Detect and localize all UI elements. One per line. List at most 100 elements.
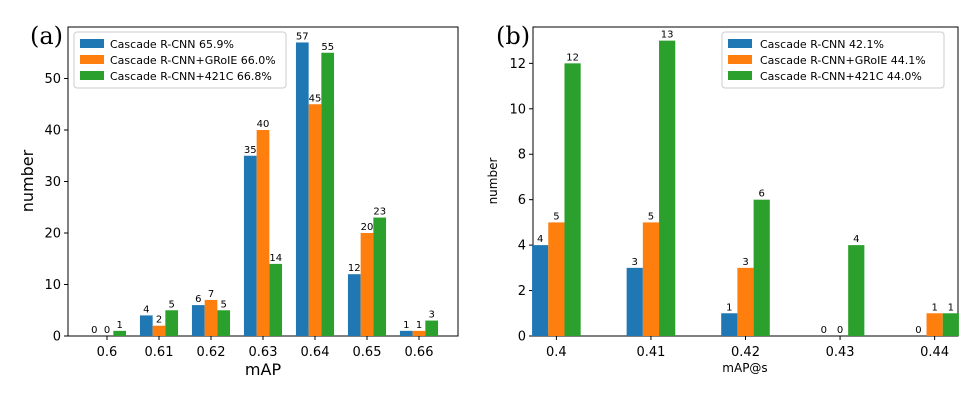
- panel-b-bar-s3-0.43: [848, 245, 865, 336]
- panel-b-y-ticks: 0 2 4 6 8 10 12: [509, 57, 533, 345]
- panel-a-x-tick-label: 0.61: [145, 345, 174, 360]
- panel-b-bar-s2-0.42: [737, 267, 754, 336]
- panel-a-bar-s3-0.61: [165, 310, 179, 336]
- panel-a-x-tick-label: 0.64: [301, 345, 330, 360]
- panel-b-bar-label-s2-0.44: 1: [931, 302, 937, 313]
- panel-a-label: (a): [30, 22, 63, 50]
- panel-a-y-tick-label: 0: [53, 330, 61, 345]
- panel-a-bar-s3-0.66: [425, 320, 439, 336]
- panel-a-bars: [113, 42, 439, 336]
- panel-a-legend-swatch-2: [80, 55, 104, 64]
- panel-a-x-tick-label: 0.66: [405, 345, 434, 360]
- panel-a-bar-s2-0.62: [204, 299, 218, 336]
- panel-b-y-tick-label: 10: [509, 102, 526, 117]
- panel-a-legend-entry-2: Cascade R-CNN+GRoIE 66.0%: [110, 54, 276, 67]
- panel-a-bar-label-s1-0.64: 57: [296, 31, 309, 42]
- panel-b-bar-s3-0.4: [564, 63, 581, 337]
- panel-b-bar-label-s2-0.4: 5: [553, 211, 559, 222]
- panel-a-bar-s1-0.61: [139, 315, 153, 336]
- panel-a-bar-label-s2-0.62: 7: [208, 289, 214, 300]
- panel-b-x-axis-title: mAP@s: [722, 361, 767, 375]
- panel-a-bar-s1-0.62: [191, 305, 205, 336]
- panel-b-bar-s2-0.44: [926, 313, 943, 336]
- panel-a-bar-s3-0.62: [217, 310, 231, 336]
- panel-a-bar-s3-0.63: [269, 263, 283, 336]
- panel-a-bar-label-s1-0.6: 0: [91, 325, 97, 336]
- panel-b-bar-s1-0.42: [721, 313, 738, 336]
- panel-a-bar-label-s2-0.63: 40: [257, 119, 270, 130]
- panel-a-y-tick-label: 40: [44, 124, 61, 139]
- panel-b-bar-s2-0.41: [642, 222, 660, 336]
- panel-b-bar-label-s1-0.4: 4: [537, 234, 543, 245]
- panel-b-bar-s3-0.42: [753, 199, 770, 336]
- panel-b-legend: Cascade R-CNN 42.1% Cascade R-CNN+GRoIE …: [721, 31, 945, 89]
- panel-b-bar-label-s2-0.43: 0: [837, 325, 843, 336]
- panel-a-y-tick-label: 30: [44, 175, 61, 190]
- panel-b-x-tick-label: 0.4: [546, 345, 567, 360]
- panel-a-bar-s3-0.65: [373, 217, 387, 336]
- panel-a-bar-label-s3-0.66: 3: [429, 310, 435, 321]
- panel-a-bar-s1-0.64: [295, 42, 309, 336]
- panel-a-y-tick-label: 20: [44, 227, 61, 242]
- panel-a-bar-label-s2-0.64: 45: [309, 93, 322, 104]
- panel-a-x-tick-label: 0.63: [249, 345, 278, 360]
- panel-b-x-tick-label: 0.43: [826, 345, 855, 360]
- panel-a-y-tick-label: 10: [44, 278, 61, 293]
- panel-b-bar-label-s3-0.43: 4: [853, 234, 859, 245]
- panel-a-legend: Cascade R-CNN 65.9% Cascade R-CNN+GRoIE …: [73, 31, 287, 89]
- panel-b-y-tick-label: 0: [518, 330, 526, 345]
- panel-b-y-tick-label: 8: [518, 148, 526, 163]
- panel-a-bar-s1-0.65: [347, 274, 361, 336]
- panel-a-x-tick-label: 0.62: [197, 345, 226, 360]
- panel-b-legend-swatch-2: [728, 55, 752, 64]
- panel-b-y-tick-label: 6: [518, 193, 526, 208]
- panel-b-bar-label-s3-0.4: 12: [566, 52, 579, 63]
- panel-a-bar-s1-0.66: [399, 330, 413, 336]
- panel-a-x-axis-title: mAP: [245, 360, 282, 379]
- panel-a-bar-label-s1-0.63: 35: [244, 145, 257, 156]
- panel-b-y-axis-title: number: [486, 158, 500, 205]
- panel-a-legend-entry-1: Cascade R-CNN 65.9%: [110, 38, 234, 51]
- panel-b-bar-label-s3-0.41: 13: [661, 30, 674, 41]
- panel-b-x-tick-label: 0.42: [731, 345, 760, 360]
- panel-a-bar-s1-0.63: [243, 155, 257, 336]
- panel-b-legend-swatch-1: [728, 39, 752, 48]
- panel-a-x-tick-label: 0.6: [97, 345, 118, 360]
- panel-a-bar-label-s3-0.65: 23: [373, 207, 386, 218]
- panel-a-bar-s3-0.64: [321, 52, 335, 336]
- panel-a-bar-s3-0.6: [113, 330, 127, 336]
- panel-a-bar-label-s1-0.66: 1: [403, 320, 409, 331]
- panel-a-bar-label-s2-0.6: 0: [104, 325, 110, 336]
- panel-b-bar-s1-0.41: [626, 267, 643, 336]
- panel-a-bar-s2-0.65: [360, 233, 374, 336]
- panel-a-bar-label-s3-0.64: 55: [321, 42, 334, 53]
- panel-a-bar-label-s1-0.61: 4: [143, 304, 149, 315]
- panel-a-legend-swatch-1: [80, 39, 104, 48]
- panel-a-legend-swatch-3: [80, 71, 104, 80]
- panel-b-bar-s1-0.4: [532, 245, 549, 336]
- panel-a-bar-label-s3-0.6: 1: [117, 320, 123, 331]
- panel-a-bar-s2-0.66: [412, 330, 426, 336]
- panel-b-bar-s3-0.41: [659, 40, 676, 336]
- panel-b-bar-label-s3-0.42: 6: [759, 189, 765, 200]
- panel-a-bar-s2-0.63: [256, 130, 270, 336]
- panel-b-y-tick-label: 2: [518, 284, 526, 299]
- panel-a-bar-label-s1-0.62: 6: [195, 294, 201, 305]
- panel-a-bar-label-s2-0.66: 1: [416, 320, 422, 331]
- panel-a-x-ticks: 0.6 0.61 0.62 0.63 0.64 0.65 0.66: [97, 336, 434, 360]
- panel-a-y-tick-label: 50: [44, 72, 61, 87]
- panel-a-legend-box: [73, 31, 287, 89]
- panel-b-y-tick-label: 4: [518, 239, 526, 254]
- panel-b-bar-label-s1-0.43: 0: [821, 325, 827, 336]
- panel-b-bar-s2-0.4: [548, 222, 565, 336]
- panel-b-x-tick-label: 0.44: [920, 345, 949, 360]
- panel-a-y-axis-title: number: [18, 149, 37, 212]
- panel-b-bar-label-s1-0.44: 0: [915, 325, 921, 336]
- panel-b-x-tick-label: 0.41: [636, 345, 665, 360]
- panel-b-y-tick-label: 12: [509, 57, 526, 72]
